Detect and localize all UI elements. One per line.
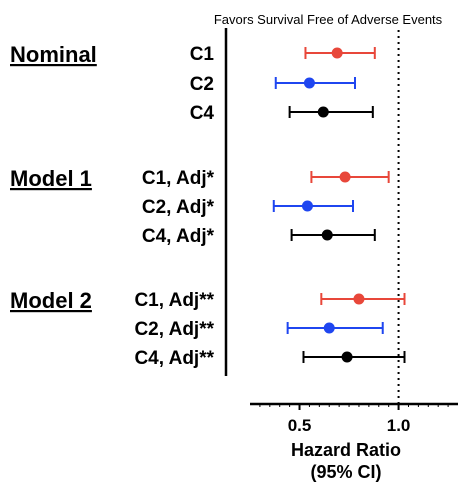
row-label: C2, Adj** <box>134 319 214 340</box>
favors-annotation: Favors Survival Free of Adverse Events <box>214 12 443 27</box>
row-label: C4 <box>190 103 215 124</box>
x-tick-label: 1.0 <box>387 416 411 435</box>
hr-point <box>339 171 351 183</box>
hr-point <box>317 106 329 118</box>
hr-point <box>301 200 313 212</box>
hr-point <box>303 77 315 89</box>
x-tick-label: 0.5 <box>288 416 312 435</box>
group-label: Model 1 <box>10 166 92 191</box>
group-label: Model 2 <box>10 288 92 313</box>
hr-point <box>353 293 365 305</box>
plot-marks: Nominal C1 C2 C4 Model 1 C1, Adj* C2, Adj* C4, … <box>10 30 449 435</box>
row-label: C2 <box>190 74 214 95</box>
row-label: C1, Adj* <box>142 168 215 189</box>
hr-point <box>323 322 335 334</box>
hr-point <box>331 47 343 59</box>
row-label: C4, Adj* <box>142 226 215 247</box>
group-label: Nominal <box>10 42 97 67</box>
row-label: C2, Adj* <box>142 197 215 218</box>
hr-point <box>341 351 353 363</box>
hr-point <box>321 229 333 241</box>
row-label: C1, Adj** <box>134 290 214 311</box>
row-label: C4, Adj** <box>134 348 214 369</box>
x-axis-subtitle: (95% CI) <box>310 462 381 482</box>
row-label: C1 <box>190 44 215 65</box>
x-axis-title: Hazard Ratio <box>291 440 401 460</box>
